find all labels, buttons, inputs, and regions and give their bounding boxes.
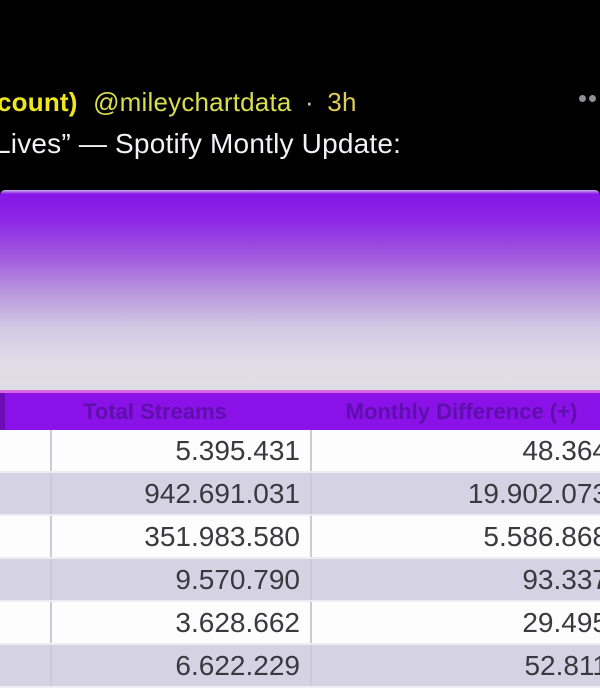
cell-monthly-difference: 93.337 xyxy=(310,558,600,602)
author-handle[interactable]: @mileychartdata xyxy=(93,87,292,117)
cell-monthly-difference: 5.586.868 xyxy=(310,515,600,559)
table-row: 6.622.229 52.811 xyxy=(0,644,600,688)
cell-total-streams: 5.395.431 xyxy=(50,430,311,473)
cell-empty xyxy=(0,515,51,559)
header-cell-total-streams: Total Streams xyxy=(51,391,311,430)
cell-empty xyxy=(0,644,51,688)
header-cell-monthly-difference: Monthly Difference (+) xyxy=(311,391,600,430)
cell-empty xyxy=(0,430,51,473)
header-cell-empty xyxy=(0,391,51,430)
cell-total-streams: 942.691.031 xyxy=(50,472,311,516)
table-row: 9.570.790 93.337 xyxy=(0,558,600,602)
cell-total-streams: 3.628.662 xyxy=(50,601,311,645)
cell-empty xyxy=(0,601,51,645)
table-row: 5.395.431 48.364 xyxy=(0,430,600,473)
more-ellipsis-icon xyxy=(589,95,596,102)
table-row: 351.983.580 5.586.868 xyxy=(0,515,600,559)
streams-table-body: 5.395.431 48.364 942.691.031 19.902.073 … xyxy=(0,430,600,688)
cell-empty xyxy=(0,472,51,516)
cell-monthly-difference: 19.902.073 xyxy=(310,472,600,516)
byline-separator: · xyxy=(304,87,314,117)
table-row: 3.628.662 29.495 xyxy=(0,601,600,645)
streams-table: Total Streams Monthly Difference (+) 5.3… xyxy=(0,390,600,688)
streams-table-head: Total Streams Monthly Difference (+) xyxy=(0,391,600,430)
table-row: 942.691.031 19.902.073 xyxy=(0,472,600,516)
author-name-fragment[interactable]: count) xyxy=(0,87,78,117)
tweet-timestamp[interactable]: 3h xyxy=(327,87,357,117)
cell-total-streams: 9.570.790 xyxy=(50,558,311,602)
tweet-byline: count) @mileychartdata · 3h xyxy=(0,87,357,118)
cell-total-streams: 6.622.229 xyxy=(50,644,311,688)
cell-monthly-difference: 29.495 xyxy=(310,601,600,645)
more-ellipsis-icon xyxy=(579,95,586,102)
cell-monthly-difference: 48.364 xyxy=(310,430,600,473)
tweet-text: Lives” — Spotify Montly Update: xyxy=(0,128,402,159)
more-options-button[interactable] xyxy=(579,95,596,102)
cell-empty xyxy=(0,558,51,602)
table-header-row: Total Streams Monthly Difference (+) xyxy=(0,391,600,430)
tweet-image-attachment[interactable]: Total Streams Monthly Difference (+) 5.3… xyxy=(0,190,600,688)
cell-total-streams: 351.983.580 xyxy=(50,515,311,559)
cell-monthly-difference: 52.811 xyxy=(310,644,600,688)
